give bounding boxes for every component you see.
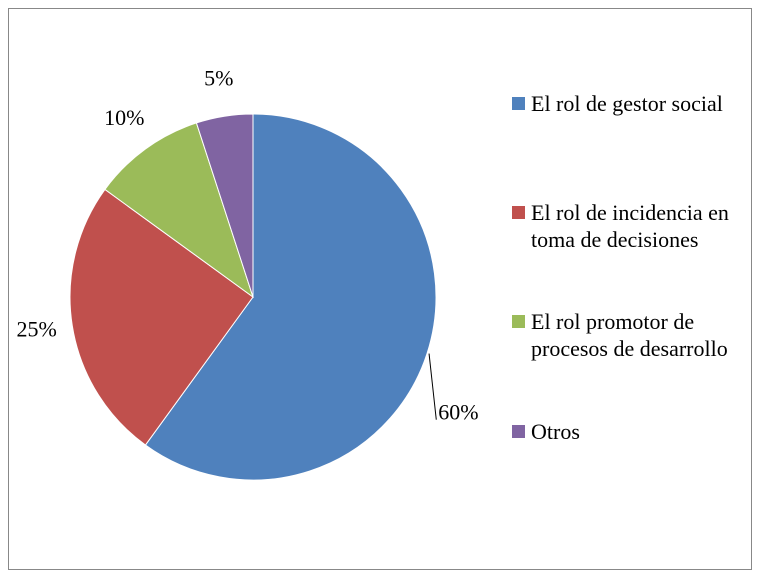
legend-entry: Otros [512, 418, 752, 445]
leader-line [428, 353, 437, 420]
legend-label: El rol de incidencia en toma de decision… [531, 200, 729, 252]
legend-label: El rol promotor de procesos de desarroll… [531, 309, 728, 361]
data-label: 25% [17, 316, 57, 341]
legend-entry: El rol de gestor social [512, 90, 752, 117]
legend-swatch [512, 206, 525, 219]
legend-label: Otros [531, 419, 580, 444]
data-label: 10% [104, 105, 144, 130]
data-label: 5% [204, 66, 233, 91]
pie-slice [144, 113, 437, 481]
legend-swatch [512, 97, 525, 110]
legend-entry: El rol promotor de procesos de desarroll… [512, 308, 752, 362]
pie-slice [69, 188, 254, 446]
legend-label: El rol de gestor social [531, 91, 723, 116]
legend-swatch [512, 425, 525, 438]
pie-slice [195, 113, 254, 298]
pie-slice [104, 122, 254, 299]
legend-swatch [512, 315, 525, 328]
data-label: 60% [438, 400, 478, 425]
legend-entry: El rol de incidencia en toma de decision… [512, 199, 752, 253]
